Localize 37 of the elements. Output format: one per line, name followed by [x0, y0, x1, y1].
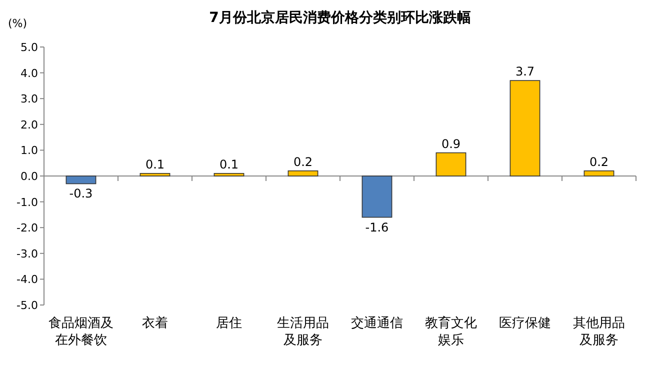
x-tick-label: 衣着: [142, 315, 168, 331]
y-tick-label: -4.0: [16, 273, 38, 286]
y-tick-label: -3.0: [16, 247, 38, 260]
y-tick-label: -5.0: [16, 299, 38, 312]
y-tick-label: 5.0: [20, 41, 38, 54]
data-label: 0.1: [219, 157, 239, 172]
y-tick-label: 0.0: [20, 170, 38, 183]
x-tick-label: 教育文化娱乐: [425, 315, 477, 348]
x-tick-label: 医疗保健: [499, 316, 551, 331]
x-tick-label: 其他用品及服务: [573, 316, 625, 348]
bar: [214, 173, 244, 176]
y-tick-label: -2.0: [16, 222, 38, 235]
x-tick-label: 生活用品及服务: [277, 316, 329, 348]
data-label: 3.7: [515, 64, 535, 79]
bar: [436, 152, 466, 176]
data-label: 0.1: [145, 157, 165, 172]
y-tick-label: 3.0: [20, 92, 38, 106]
bar: [362, 176, 392, 218]
data-label: -0.3: [69, 186, 93, 201]
bar: [510, 80, 540, 176]
data-label: 0.9: [441, 136, 461, 151]
y-tick-label: -1.0: [16, 196, 38, 209]
data-label: 0.2: [589, 154, 609, 169]
data-label: -1.6: [365, 220, 389, 234]
x-tick-label: 食品烟酒及在外餐饮: [48, 316, 114, 348]
x-tick-label: 居住: [216, 316, 242, 331]
bar: [66, 176, 96, 184]
bar: [288, 170, 318, 176]
chart-title: 7月份北京居民消费价格分类别环比涨跌幅: [209, 9, 471, 26]
x-tick-label: 交通通信: [351, 315, 403, 331]
data-label: 0.2: [293, 154, 313, 169]
bar: [140, 173, 170, 176]
y-tick-label: 4.0: [20, 66, 38, 80]
bar: [584, 170, 614, 176]
y-tick-label: 2.0: [20, 118, 38, 132]
y-axis-title: (%): [8, 17, 28, 30]
y-tick-label: 1.0: [20, 144, 38, 158]
